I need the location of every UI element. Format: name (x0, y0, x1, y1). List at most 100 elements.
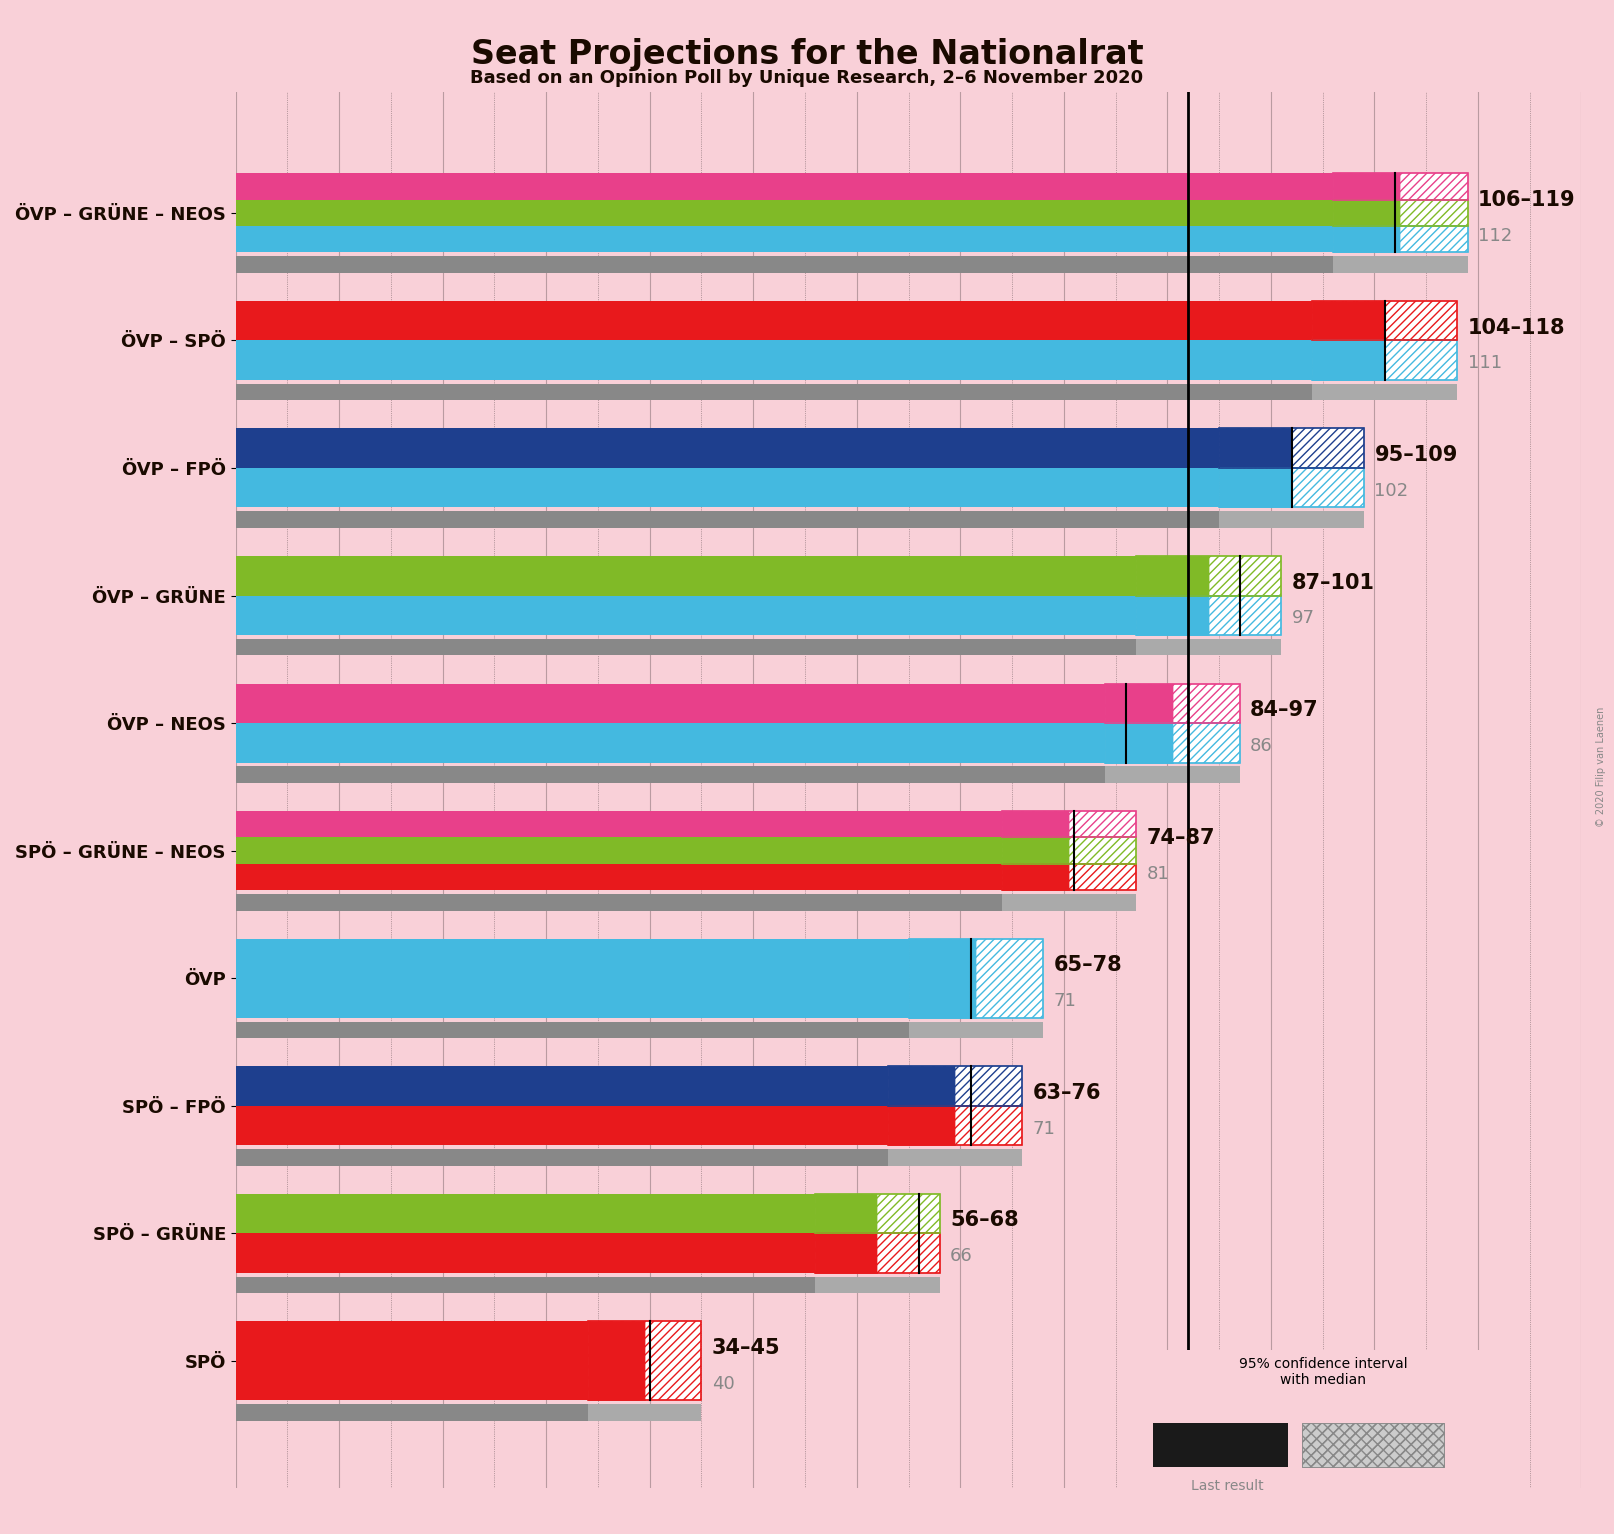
Bar (1106, 684, 1172, 723)
Bar (236, 384, 1385, 400)
Bar (1068, 864, 1136, 890)
Bar (236, 199, 1333, 225)
Bar (815, 1233, 939, 1273)
Bar (587, 1321, 702, 1401)
Bar (236, 1276, 918, 1293)
Bar (1312, 301, 1457, 341)
Bar (587, 1321, 644, 1401)
Bar (1002, 811, 1068, 838)
Text: Seat Projections for the Nationalrat: Seat Projections for the Nationalrat (471, 38, 1143, 72)
Bar (976, 939, 1043, 1017)
Bar (1385, 301, 1457, 341)
Text: Based on an Opinion Poll by Unique Research, 2–6 November 2020: Based on an Opinion Poll by Unique Resea… (470, 69, 1144, 87)
Text: 97: 97 (1291, 609, 1314, 627)
Bar (1333, 256, 1467, 273)
Bar (236, 1193, 815, 1233)
Bar (1333, 173, 1401, 199)
Text: 104–118: 104–118 (1467, 318, 1566, 337)
Bar (955, 1106, 1022, 1146)
Bar (1312, 341, 1457, 380)
Bar (236, 1066, 888, 1106)
Bar (236, 939, 909, 1017)
Bar (1219, 428, 1364, 468)
Bar (587, 1404, 702, 1420)
Bar (976, 939, 1043, 1017)
Bar (888, 1066, 1022, 1106)
Bar (815, 1233, 878, 1273)
Bar (1333, 225, 1401, 253)
Text: 102: 102 (1375, 482, 1409, 500)
Bar (878, 1193, 939, 1233)
Bar (888, 1149, 1022, 1166)
Bar (878, 1233, 939, 1273)
Bar (236, 1233, 815, 1273)
Bar (236, 864, 1002, 890)
Bar (1002, 864, 1068, 890)
Bar (1136, 555, 1209, 595)
Bar (236, 225, 1333, 253)
Bar (236, 767, 1127, 782)
Bar (888, 1066, 955, 1106)
Bar (236, 638, 1240, 655)
Bar (236, 1022, 970, 1039)
Text: 81: 81 (1146, 865, 1170, 882)
Bar (1002, 894, 1136, 911)
Bar (1333, 173, 1467, 199)
Bar (1002, 864, 1136, 890)
Bar (878, 1193, 939, 1233)
Bar (236, 256, 1394, 273)
Bar (1136, 595, 1209, 635)
Text: 56–68: 56–68 (951, 1210, 1018, 1230)
Bar (1068, 864, 1136, 890)
Bar (1172, 723, 1240, 762)
Bar (1385, 341, 1457, 380)
Bar (236, 173, 1333, 199)
Bar (955, 1066, 1022, 1106)
Bar (1002, 838, 1068, 864)
Text: 106–119: 106–119 (1478, 190, 1575, 210)
Bar (1219, 468, 1291, 508)
Bar (1106, 723, 1172, 762)
Text: 86: 86 (1251, 736, 1273, 755)
Bar (1002, 811, 1136, 838)
Bar (1333, 173, 1401, 199)
Bar (1106, 684, 1172, 723)
Bar (1136, 555, 1209, 595)
Bar (815, 1193, 878, 1233)
Bar (236, 1404, 650, 1420)
Bar (1106, 767, 1240, 782)
Bar (1401, 225, 1467, 253)
Bar (1291, 428, 1364, 468)
Bar (1068, 811, 1136, 838)
Bar (1136, 555, 1282, 595)
Bar (1068, 838, 1136, 864)
Bar (1401, 173, 1467, 199)
Bar (955, 1106, 1022, 1146)
Bar (1312, 301, 1385, 341)
Bar (1002, 811, 1068, 838)
Bar (1172, 684, 1240, 723)
Bar (1152, 1424, 1288, 1467)
Bar (236, 301, 1312, 341)
Bar (1209, 595, 1282, 635)
Bar (909, 939, 976, 1017)
Bar (1136, 595, 1209, 635)
Bar (236, 684, 1106, 723)
Bar (815, 1233, 878, 1273)
Bar (1333, 225, 1467, 253)
Bar (236, 1321, 587, 1401)
Bar (1333, 199, 1401, 225)
Bar (1312, 341, 1385, 380)
Bar (236, 723, 1106, 762)
Bar (587, 1321, 644, 1401)
Bar (815, 1276, 939, 1293)
Text: 111: 111 (1467, 354, 1501, 373)
Text: 74–87: 74–87 (1146, 828, 1215, 848)
Text: 34–45: 34–45 (712, 1338, 781, 1358)
Bar (1172, 723, 1240, 762)
Bar (236, 511, 1291, 528)
Bar (909, 939, 1043, 1017)
Bar (236, 894, 1075, 911)
Bar (1333, 199, 1401, 225)
Bar (888, 1106, 955, 1146)
